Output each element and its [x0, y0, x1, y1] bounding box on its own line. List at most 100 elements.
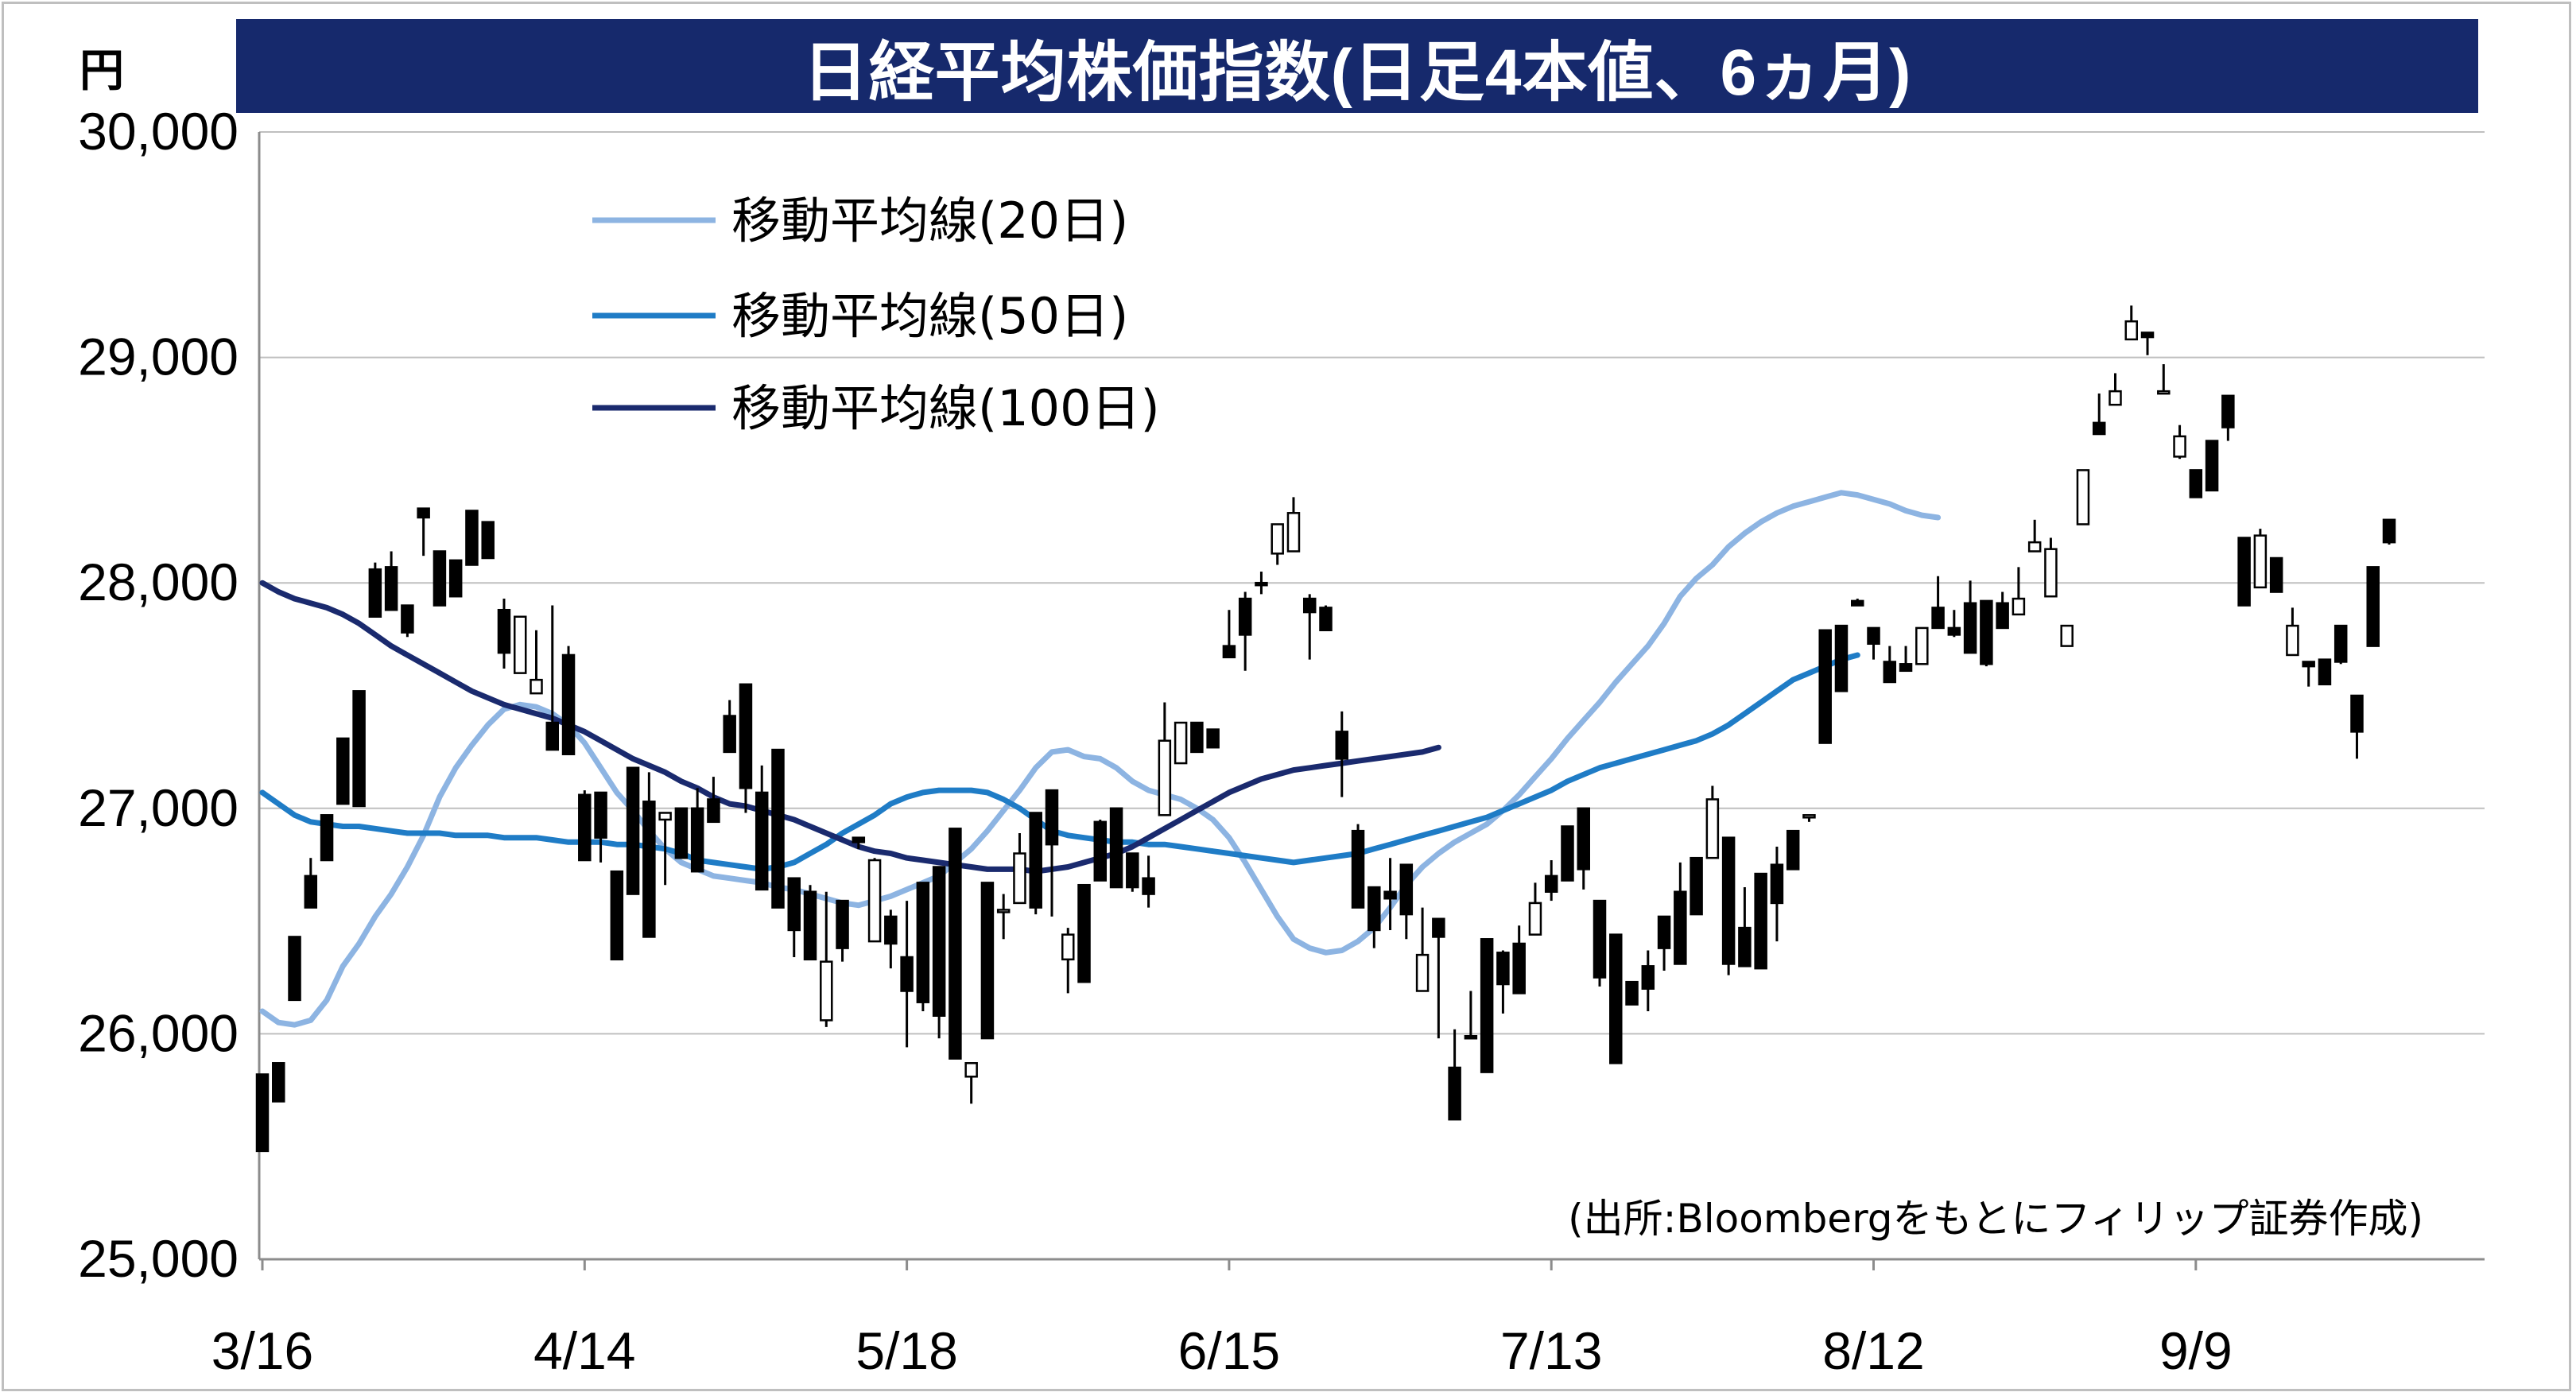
- candle-body-down: [2140, 332, 2155, 339]
- candle: [1464, 991, 1478, 1040]
- axes: 25,000 26,000 27,000 28,000 29,000 30,000 3/16…: [78, 102, 2485, 1380]
- candle: [1593, 899, 1607, 987]
- candle-body-down: [1464, 1034, 1478, 1040]
- candle-body-down: [1142, 877, 1155, 895]
- candle: [2382, 518, 2396, 545]
- candle-body-up: [2253, 534, 2268, 589]
- candle: [578, 790, 592, 862]
- candle: [433, 550, 447, 607]
- candle: [932, 866, 946, 1039]
- candle: [288, 936, 301, 1002]
- ma-line-3: [259, 580, 1441, 874]
- candle-body-down: [1383, 890, 1397, 900]
- candle: [1351, 824, 1365, 909]
- candle: [1641, 950, 1655, 1012]
- candle: [1931, 576, 1945, 630]
- y-tick-label: 27,000: [78, 778, 239, 837]
- candle-body-down: [561, 653, 576, 755]
- candle-body-up: [658, 812, 672, 821]
- candle: [513, 615, 527, 674]
- candle-body-down: [2318, 658, 2332, 686]
- candle: [1721, 836, 1736, 975]
- candle: [1561, 825, 1574, 882]
- candle: [949, 828, 962, 1060]
- candle-body-down: [1851, 599, 1864, 607]
- candle: [1238, 591, 1252, 671]
- candle-body-down: [255, 1073, 270, 1153]
- candle-body-down: [304, 874, 318, 909]
- candle-body-down: [465, 510, 479, 566]
- candle-body-down: [1786, 829, 1800, 871]
- candle-body-up: [1802, 814, 1816, 819]
- candle: [739, 683, 753, 813]
- candle: [2076, 469, 2090, 525]
- candle-body-up: [2060, 624, 2074, 647]
- candle-body-down: [1368, 886, 1381, 932]
- candle: [2366, 566, 2380, 647]
- candle-body-down: [288, 936, 301, 1002]
- candle-body-down: [610, 870, 624, 961]
- candle-body-down: [1255, 581, 1268, 587]
- candle-body-down: [642, 801, 656, 938]
- chart-title: 日経平均株価指数(日足4本値、6ヵ月): [236, 19, 2478, 113]
- candle-body-up: [530, 678, 543, 695]
- candle-body-down: [320, 814, 334, 862]
- legend-label: 移動平均線(50日): [731, 287, 1128, 345]
- moving-average-lines: [259, 490, 1942, 1028]
- candle: [2027, 519, 2042, 553]
- candle: [1174, 721, 1188, 765]
- candle: [1963, 580, 1977, 654]
- candle: [1045, 789, 1059, 917]
- candle-body-up: [2173, 435, 2186, 458]
- candle: [2269, 556, 2283, 593]
- candle: [497, 599, 511, 669]
- candle: [1158, 702, 1172, 816]
- candle: [1271, 523, 1284, 565]
- candle-body-down: [1222, 645, 1236, 659]
- candle: [803, 885, 817, 961]
- y-tick-label: 29,000: [78, 328, 239, 386]
- candle-body-down: [884, 915, 898, 945]
- x-tick-label: 8/12: [1822, 1321, 1924, 1380]
- candle: [1577, 807, 1590, 890]
- candle-body-down: [2092, 421, 2106, 436]
- candle-body-down: [401, 604, 414, 634]
- candle-body-down: [1721, 836, 1736, 965]
- candle: [448, 559, 463, 598]
- candle: [1399, 863, 1414, 940]
- candle-body-down: [2382, 518, 2396, 544]
- candle: [2109, 373, 2122, 406]
- candle-body-down: [448, 559, 463, 598]
- candle-body-down: [1770, 863, 1784, 905]
- candle-body-down: [545, 721, 560, 751]
- candle: [980, 882, 995, 1040]
- candle-body-down: [900, 956, 914, 992]
- candle: [2205, 440, 2219, 492]
- candle: [1883, 646, 1897, 684]
- candle-body-down: [1319, 607, 1333, 632]
- candle: [2173, 425, 2186, 460]
- candle-body-up: [2027, 541, 2042, 553]
- candle-body-down: [433, 550, 447, 607]
- candle: [964, 1062, 978, 1104]
- candle-body-down: [2366, 566, 2380, 647]
- x-tick-label: 6/15: [1178, 1321, 1280, 1380]
- candle-body-up: [1013, 852, 1026, 905]
- candle: [1126, 852, 1139, 892]
- candle: [336, 737, 350, 805]
- x-tick-label: 9/9: [2159, 1321, 2233, 1380]
- candle-body-down: [1496, 952, 1510, 986]
- y-tick-label: 26,000: [78, 1003, 239, 1062]
- candle-body-down: [1109, 807, 1123, 889]
- candle-body-down: [1625, 980, 1639, 1006]
- candle: [2318, 658, 2332, 686]
- candle-body-up: [2286, 624, 2299, 657]
- candle-body-up: [820, 960, 833, 1022]
- candle: [900, 901, 914, 1048]
- candle: [465, 510, 479, 566]
- candle-body-down: [1448, 1066, 1461, 1121]
- candle: [642, 772, 656, 938]
- candle: [2189, 469, 2203, 498]
- candle-body-down: [755, 791, 769, 891]
